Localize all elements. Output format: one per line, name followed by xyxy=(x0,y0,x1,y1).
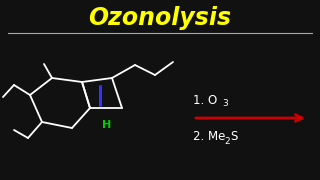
Text: 2: 2 xyxy=(224,136,230,145)
Text: 1. O: 1. O xyxy=(193,93,217,107)
Text: H: H xyxy=(102,120,112,130)
Text: S: S xyxy=(230,130,237,143)
Text: 3: 3 xyxy=(222,100,228,109)
Text: Ozonolysis: Ozonolysis xyxy=(88,6,232,30)
Text: 2. Me: 2. Me xyxy=(193,130,225,143)
